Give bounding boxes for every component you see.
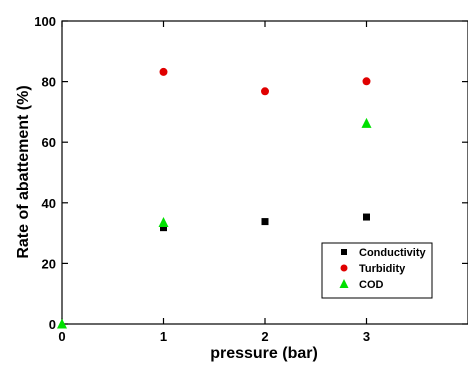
data-point	[261, 87, 269, 96]
axis-titles: pressure (bar) Rate of abattement (%)	[15, 85, 318, 362]
legend-box	[321, 242, 433, 299]
data-point	[261, 218, 269, 226]
data-point	[158, 216, 169, 227]
legend-label: Conductivity	[359, 247, 426, 259]
y-tick-label: 40	[42, 196, 56, 211]
legend-marker	[339, 279, 349, 288]
axes: 0 20 40 60 80 100 0 1 2 3	[34, 14, 468, 344]
legend-item-cod: COD	[339, 279, 384, 291]
data-point	[159, 67, 168, 76]
series-turbidity	[159, 67, 371, 96]
x-tick-label: 0	[58, 329, 65, 344]
y-tick-label: 20	[42, 256, 56, 271]
data-marks	[57, 67, 372, 329]
y-tick-label: 80	[42, 75, 56, 90]
x-tick-label: 2	[261, 329, 268, 344]
legend-marker	[340, 264, 348, 272]
legend-label: COD	[359, 279, 384, 291]
x-axis-title: pressure (bar)	[210, 345, 318, 362]
y-tick-label: 0	[49, 317, 56, 332]
legend-label: Turbidity	[359, 263, 406, 275]
legend: Conductivity Turbidity COD	[321, 242, 433, 299]
y-axis-title: Rate of abattement (%)	[15, 85, 32, 258]
data-point	[160, 224, 167, 232]
series-conductivity	[160, 213, 370, 232]
data-point	[363, 213, 370, 221]
legend-marker	[341, 249, 347, 255]
x-tick-label: 3	[363, 329, 370, 344]
y-tick-label: 100	[34, 14, 56, 29]
data-point	[361, 117, 372, 128]
data-point	[362, 77, 371, 86]
y-tick-label: 60	[42, 135, 56, 150]
legend-item-conductivity: Conductivity	[341, 247, 426, 259]
legend-item-turbidity: Turbidity	[340, 263, 406, 275]
x-tick-label: 1	[160, 329, 167, 344]
data-point	[57, 318, 67, 329]
series-cod	[57, 117, 372, 329]
